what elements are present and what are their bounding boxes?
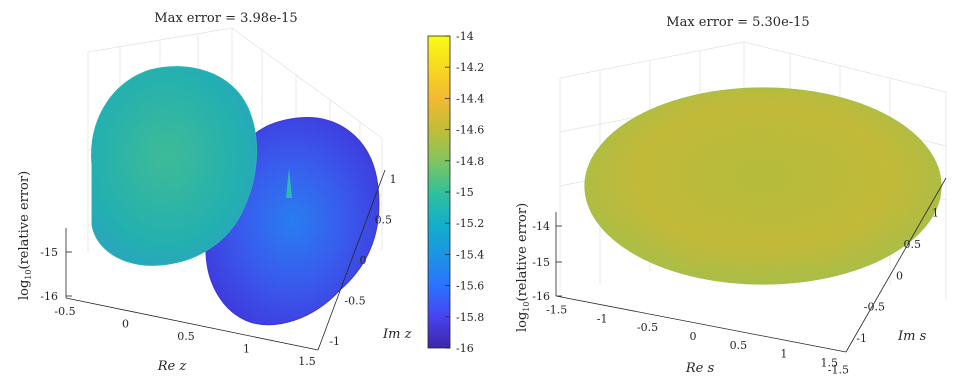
z-tick-label: -16 — [532, 290, 550, 303]
surface-yellow — [584, 87, 942, 285]
colorbar-tick-label: -14.8 — [456, 155, 484, 168]
right-x-ticks: -1.5 -1 -0.5 0 0.5 1 1.5 — [546, 304, 838, 370]
grid-line — [559, 41, 745, 79]
colorbar-tick-label: -16 — [456, 342, 474, 355]
y-tick-label: 0.5 — [904, 238, 922, 251]
left-z-label-log: log — [17, 280, 32, 300]
z-tick-label: -15 — [40, 246, 58, 259]
colorbar-tick-label: -14 — [456, 30, 474, 43]
left-plot: Max error = 3.98e-15 -0.500.511.5 10.50-… — [17, 11, 412, 374]
x-tick-label: -0.5 — [54, 305, 75, 318]
x-tick-label: -0.5 — [637, 321, 658, 334]
right-y-label: Im s — [897, 329, 927, 344]
right-z-label-rest: (relative error) — [515, 203, 530, 302]
x-tick-label: 0.5 — [730, 339, 748, 352]
surface-green — [91, 66, 257, 266]
left-z-label-rest: (relative error) — [17, 171, 32, 270]
x-tick-label: 0.5 — [177, 330, 195, 343]
x-tick-label: 0 — [122, 318, 129, 331]
grid-line — [743, 41, 947, 93]
right-surfaces — [584, 87, 942, 285]
left-y-ticks: 1 0.5 0 -0.5 -1 — [329, 173, 396, 348]
y-axis-line — [317, 169, 386, 351]
colorbar-tick-label: -15.2 — [456, 217, 484, 230]
left-y-label: Im z — [382, 327, 412, 342]
x-tick-label: 1.5 — [821, 356, 839, 369]
surface-peak — [286, 168, 292, 198]
x-tick-label: -1 — [597, 312, 608, 325]
right-z-label: log10(relative error) — [515, 203, 531, 332]
colorbar-ticks: -14 -14.2 -14.4 -14.6 -14.8 -15 -15.2 -15.4 -15.… — [445, 30, 484, 355]
x-tick-label: 1 — [243, 342, 250, 355]
right-plot: Max error = 5.30e-15 -1.5-1-0.500.511.5 … — [515, 15, 947, 376]
x-tick-label: 0 — [690, 330, 697, 343]
left-surfaces — [91, 66, 380, 326]
y-tick-label: 0 — [896, 269, 903, 282]
left-x-label: Re z — [157, 359, 187, 374]
y-tick-label: -0.5 — [864, 301, 885, 314]
right-x-label: Re s — [685, 361, 715, 376]
left-z-label-sub: 10 — [24, 270, 33, 280]
x-tick-label: 1 — [780, 348, 787, 361]
x-tick-label: -1.5 — [546, 304, 567, 317]
left-title: Max error = 3.98e-15 — [154, 11, 297, 26]
y-tick-label: -0.5 — [344, 295, 365, 308]
right-axes — [555, 177, 947, 353]
y-axis-line — [845, 177, 947, 353]
z-tick-label: -15 — [532, 256, 550, 269]
y-tick-label: 0 — [360, 254, 367, 267]
x-axis-line — [65, 297, 319, 351]
y-tick-label: -1 — [329, 335, 340, 348]
colorbar: -14 -14.2 -14.4 -14.6 -14.8 -15 -15.2 -15.4 -15.… — [427, 30, 484, 355]
z-tick-label: -14 — [532, 220, 550, 233]
right-y-ticks: 1 0.5 0 -0.5 -1 -1.5 — [828, 207, 939, 376]
x-tick-label: 1.5 — [298, 355, 316, 368]
right-z-ticks: -14 -15 -16 — [532, 220, 550, 303]
y-tick-label: -1 — [856, 332, 867, 345]
colorbar-tick-label: -15 — [456, 186, 474, 199]
z-tick-label: -16 — [40, 290, 58, 303]
grid-line — [231, 27, 383, 139]
right-z-label-sub: 10 — [522, 302, 531, 312]
left-axes — [65, 169, 386, 351]
colorbar-tick-label: -15.6 — [456, 280, 484, 293]
y-tick-label: -1.5 — [828, 363, 849, 376]
y-tick-label: 1 — [932, 207, 939, 220]
left-z-ticks: -15 -16 — [40, 246, 58, 303]
left-z-label: log10(relative error) — [17, 171, 33, 300]
y-tick-label: 0.5 — [375, 214, 393, 227]
colorbar-tick-label: -15.8 — [456, 311, 484, 324]
colorbar-tick-label: -14.6 — [456, 124, 484, 137]
right-z-label-log: log — [515, 312, 530, 332]
x-axis-line — [555, 295, 847, 353]
colorbar-tick-label: -15.4 — [456, 248, 484, 261]
left-x-ticks: -0.5 0 0.5 1 1.5 — [54, 305, 315, 368]
colorbar-tick-label: -14.2 — [456, 61, 484, 74]
y-tick-label: 1 — [390, 173, 397, 186]
colorbar-tick-label: -14.4 — [456, 92, 484, 105]
right-title: Max error = 5.30e-15 — [666, 15, 809, 30]
